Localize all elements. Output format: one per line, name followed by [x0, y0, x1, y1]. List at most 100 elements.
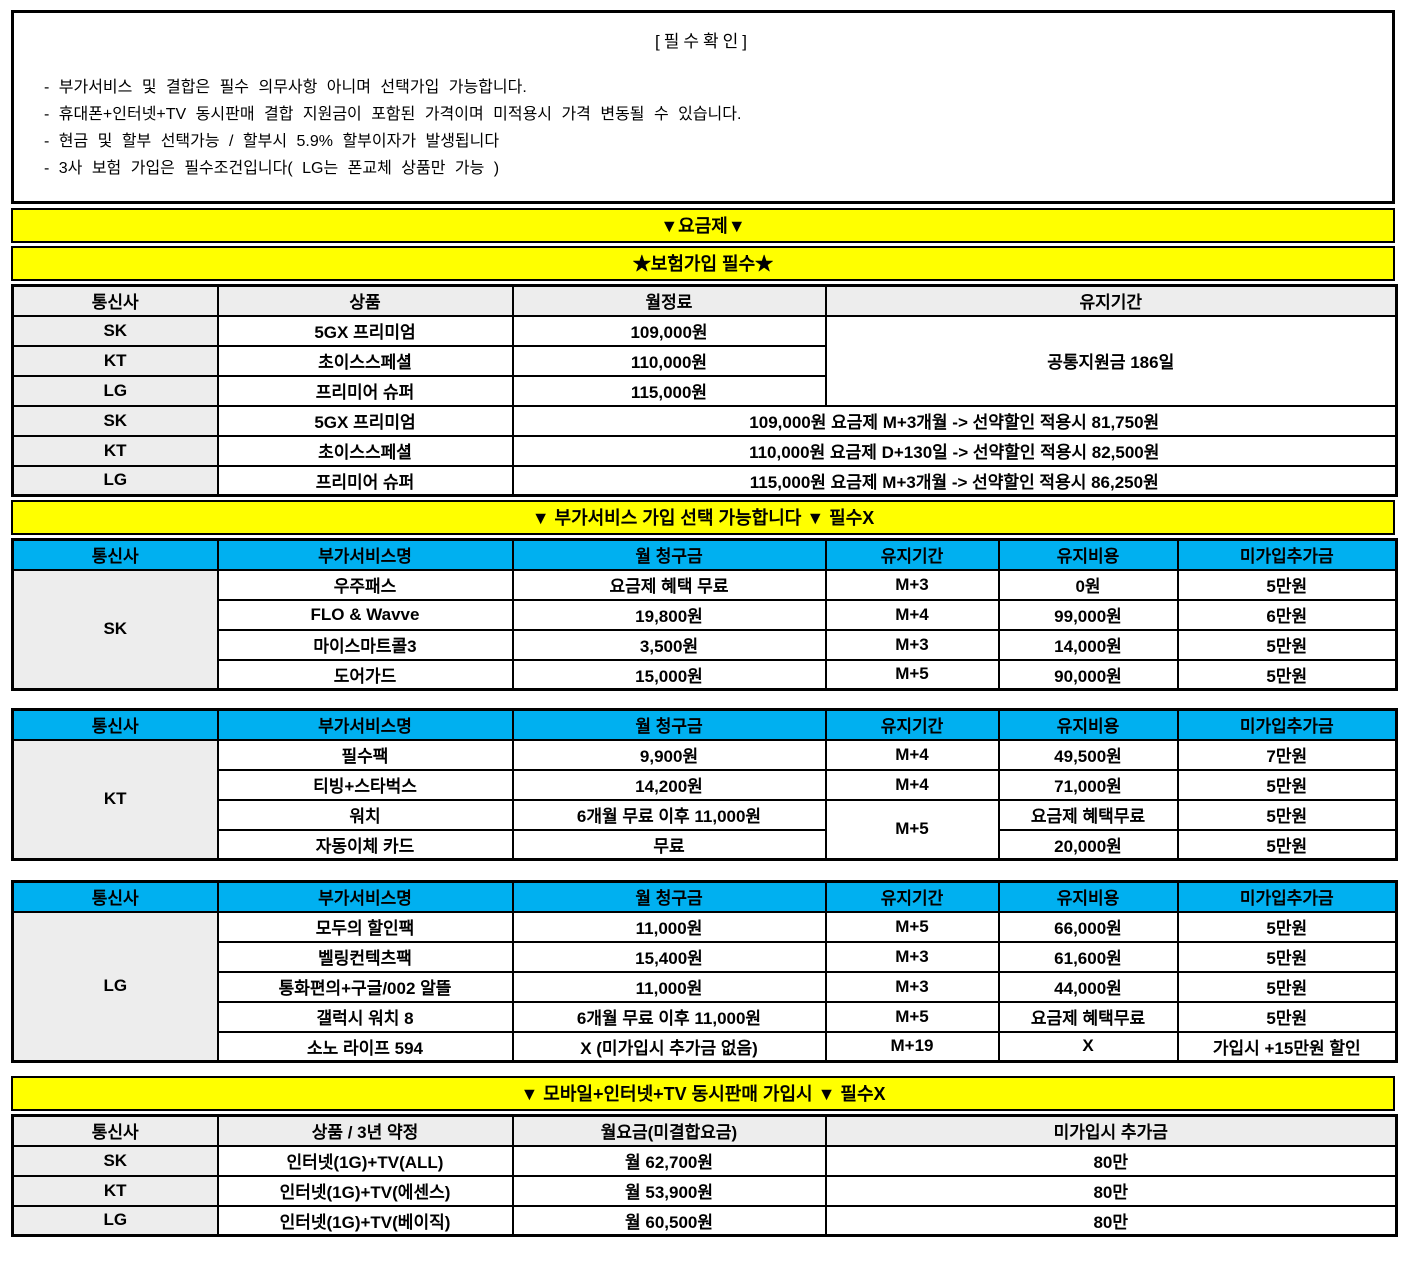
product-cell: 5GX 프리미엄	[216, 404, 514, 437]
carrier-cell: KT	[11, 738, 219, 861]
carrier-cell: SK	[11, 568, 219, 691]
table-row: SK 인터넷(1G)+TV(ALL) 월 62,700원 80만	[11, 1144, 1398, 1177]
fee-cell: 110,000원	[511, 344, 827, 377]
column-header-service: 부가서비스명	[216, 880, 514, 913]
service-cell: 벨링컨텍츠팩	[216, 940, 514, 973]
discount-note-cell: 110,000원 요금제 D+130일 -> 선약할인 적용시 82,500원	[511, 434, 1398, 467]
extra-cell: 5만원	[1176, 658, 1398, 691]
fee-cell: 15,400원	[511, 940, 827, 973]
column-header-product: 상품 / 3년 약정	[216, 1114, 514, 1147]
column-header-cost: 유지비용	[997, 880, 1179, 913]
product-cell: 프리미어 슈퍼	[216, 374, 514, 407]
service-cell: 모두의 할인팩	[216, 910, 514, 943]
table-row: KT 초이스스페셜 110,000원 요금제 D+130일 -> 선약할인 적용…	[11, 434, 1398, 467]
cost-cell: 99,000원	[997, 598, 1179, 631]
fee-cell: 14,200원	[511, 768, 827, 801]
extra-cell: 80만	[824, 1204, 1398, 1237]
section-banner-addon: ▼ 부가서비스 가입 선택 가능합니다 ▼ 필수X	[11, 500, 1395, 535]
cost-cell: 66,000원	[997, 910, 1179, 943]
addon-table-kt: 통신사 부가서비스명 월 청구금 유지기간 유지비용 미가입추가금 KT 필수팩…	[11, 708, 1398, 861]
addon-table-sk: 통신사 부가서비스명 월 청구금 유지기간 유지비용 미가입추가금 SK 우주패…	[11, 538, 1398, 691]
extra-cell: 5만원	[1176, 1000, 1398, 1033]
product-cell: 초이스스페셜	[216, 344, 514, 377]
table-row: KT 필수팩 9,900원 M+4 49,500원 7만원	[11, 738, 1398, 861]
table-row: 갤럭시 워치 8 6개월 무료 이후 11,000원 M+5 요금제 혜택무료 …	[13, 1000, 1398, 1033]
carrier-cell: KT	[11, 434, 219, 467]
discount-note-cell: 115,000원 요금제 M+3개월 -> 선약할인 적용시 86,250원	[511, 464, 1398, 497]
addon-header-row: 통신사 부가서비스명 월 청구금 유지기간 유지비용 미가입추가금	[11, 880, 1398, 913]
bundle-table: 통신사 상품 / 3년 약정 월요금(미결합요금) 미가입시 추가금 SK 인터…	[11, 1114, 1398, 1237]
bundle-header-row: 통신사 상품 / 3년 약정 월요금(미결합요금) 미가입시 추가금	[11, 1114, 1398, 1147]
fee-cell: 15,000원	[511, 658, 827, 691]
extra-cell: 5만원	[1176, 910, 1398, 943]
table-row: FLO & Wavve 19,800원 M+4 99,000원 6만원	[13, 598, 1398, 631]
service-cell: 마이스마트콜3	[216, 628, 514, 661]
service-cell: 우주패스	[216, 568, 514, 601]
table-row: SK 5GX 프리미엄 109,000원 요금제 M+3개월 -> 선약할인 적…	[11, 404, 1398, 437]
product-cell: 5GX 프리미엄	[216, 314, 514, 347]
product-cell: 초이스스페셜	[216, 434, 514, 467]
column-header-monthly-fee: 월 청구금	[511, 538, 827, 571]
period-cell: M+19	[824, 1030, 1000, 1063]
period-cell: M+5	[824, 1000, 1000, 1033]
table-row: 도어가드 15,000원 M+5 90,000원 5만원	[13, 658, 1398, 691]
extra-cell: 5만원	[1176, 568, 1398, 601]
fee-cell: 109,000원	[511, 314, 827, 347]
period-cell: M+3	[824, 970, 1000, 1003]
extra-cell: 5만원	[1176, 798, 1398, 831]
carrier-cell: LG	[11, 910, 219, 1063]
table-row: SK 5GX 프리미엄 109,000원 공통지원금 186일	[11, 314, 1398, 407]
notice-bullet-list: - 부가서비스 및 결합은 필수 의무사항 아니며 선택가입 가능합니다. - …	[14, 74, 1392, 182]
table-row: 티빙+스타벅스 14,200원 M+4 71,000원 5만원	[13, 768, 1398, 801]
section-banner-insurance: ★보험가입 필수★	[11, 246, 1395, 281]
column-header-extra: 미가입추가금	[1176, 708, 1398, 741]
fee-cell: 요금제 혜택 무료	[511, 568, 827, 601]
column-header-carrier: 통신사	[11, 1114, 219, 1147]
service-cell: 티빙+스타벅스	[216, 768, 514, 801]
column-header-carrier: 통신사	[11, 538, 219, 571]
plan-header-row: 통신사 상품 월정료 유지기간	[11, 284, 1398, 317]
column-header-product: 상품	[216, 284, 514, 317]
cost-cell: 요금제 혜택무료	[997, 798, 1179, 831]
column-header-carrier: 통신사	[11, 708, 219, 741]
carrier-cell: SK	[11, 1144, 219, 1177]
table-row: KT 초이스스페셜 110,000원	[11, 344, 1397, 377]
section-banner-plan: ▼요금제▼	[11, 208, 1395, 243]
column-header-service: 부가서비스명	[216, 538, 514, 571]
section-banner-bundle: ▼ 모바일+인터넷+TV 동시판매 가입시 ▼ 필수X	[11, 1076, 1395, 1111]
product-cell: 인터넷(1G)+TV(ALL)	[216, 1144, 514, 1177]
product-cell: 인터넷(1G)+TV(에센스)	[216, 1174, 514, 1207]
cost-cell: 요금제 혜택무료	[997, 1000, 1179, 1033]
carrier-cell: SK	[11, 404, 219, 437]
carrier-cell: SK	[11, 314, 219, 347]
carrier-cell: LG	[11, 464, 219, 497]
addon-header-row: 통신사 부가서비스명 월 청구금 유지기간 유지비용 미가입추가금	[11, 538, 1398, 571]
fee-cell: 11,000원	[511, 910, 827, 943]
carrier-cell: LG	[11, 1204, 219, 1237]
cost-cell: 0원	[997, 568, 1179, 601]
extra-cell: 5만원	[1176, 628, 1398, 661]
price-sheet-page: [필수확인] - 부가서비스 및 결합은 필수 의무사항 아니며 선택가입 가능…	[11, 10, 1398, 1237]
fee-cell: 6개월 무료 이후 11,000원	[511, 798, 827, 831]
column-header-service: 부가서비스명	[216, 708, 514, 741]
cost-cell: 14,000원	[997, 628, 1179, 661]
extra-cell: 5만원	[1176, 768, 1398, 801]
product-cell: 프리미어 슈퍼	[216, 464, 514, 497]
table-row: 벨링컨텍츠팩 15,400원 M+3 61,600원 5만원	[13, 940, 1398, 973]
service-cell: 자동이체 카드	[216, 828, 514, 861]
extra-cell: 7만원	[1176, 738, 1398, 771]
service-cell: FLO & Wavve	[216, 598, 514, 631]
service-cell: 갤럭시 워치 8	[216, 1000, 514, 1033]
extra-cell: 5만원	[1176, 970, 1398, 1003]
column-header-extra: 미가입추가금	[1176, 538, 1398, 571]
cost-cell: 44,000원	[997, 970, 1179, 1003]
column-header-carrier: 통신사	[11, 284, 219, 317]
extra-cell: 6만원	[1176, 598, 1398, 631]
carrier-cell: LG	[11, 374, 219, 407]
extra-cell: 80만	[824, 1174, 1398, 1207]
cost-cell: 61,600원	[997, 940, 1179, 973]
table-row: LG 프리미어 슈퍼 115,000원	[11, 374, 1397, 407]
fee-cell: 6개월 무료 이후 11,000원	[511, 1000, 827, 1033]
service-cell: 도어가드	[216, 658, 514, 691]
merged-support-period-cell: 공통지원금 186일	[824, 314, 1398, 407]
